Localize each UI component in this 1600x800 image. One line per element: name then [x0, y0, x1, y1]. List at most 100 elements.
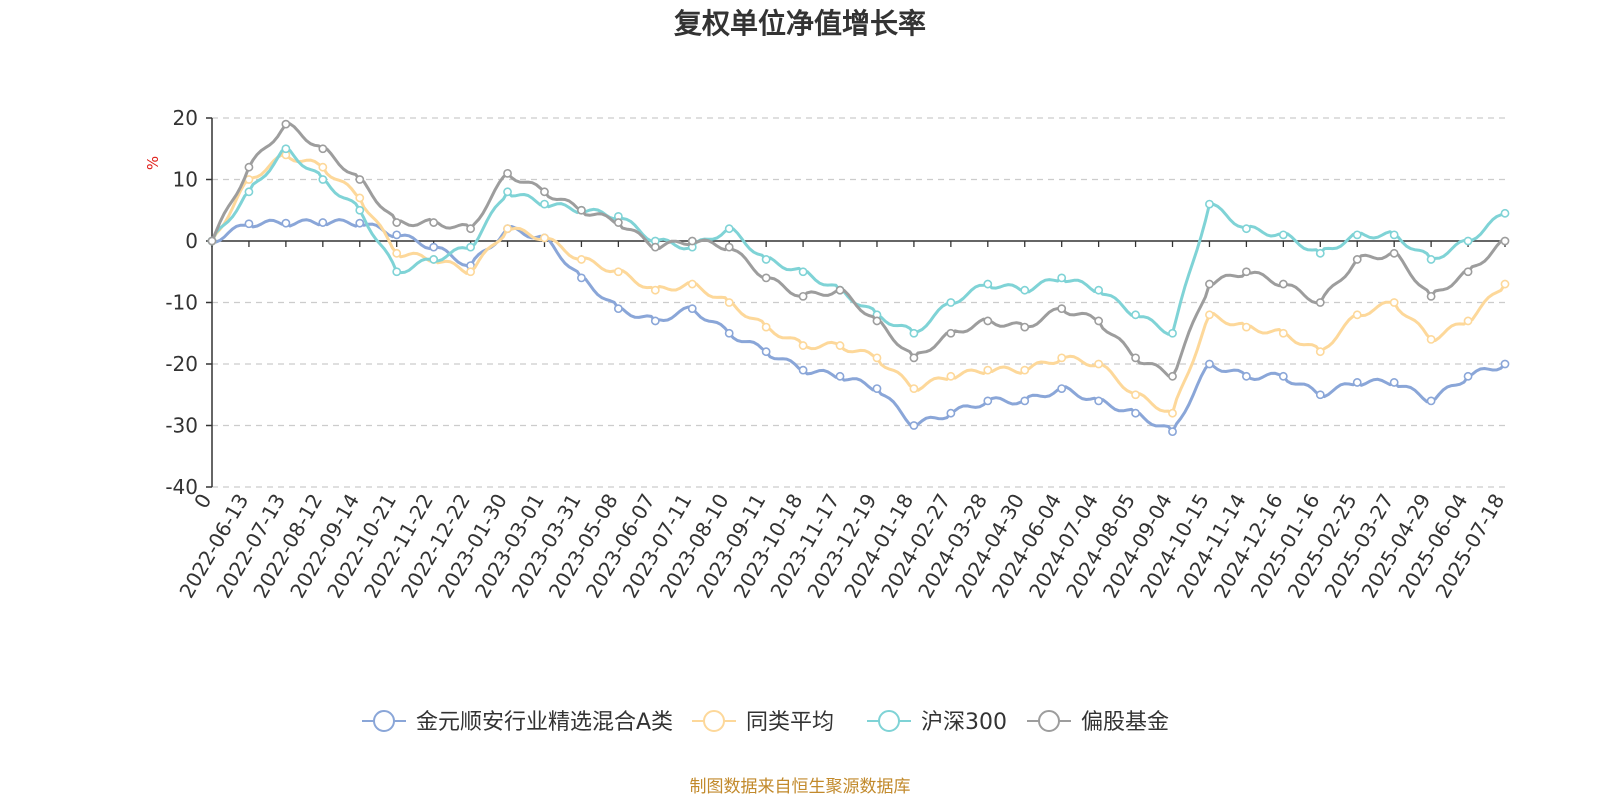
- series-1-point-5: [392, 248, 402, 258]
- series-3-point-6: [429, 218, 439, 227]
- series-1-point-20: [946, 371, 956, 381]
- series-0-point-27: [1205, 359, 1214, 369]
- series-2-point-20: [946, 298, 956, 307]
- series-0-point-10: [577, 273, 586, 283]
- series-3-point-24: [1094, 316, 1104, 326]
- series-3-point-30: [1315, 298, 1325, 307]
- series-1-point-10: [577, 255, 586, 264]
- series-0-point-29: [1278, 371, 1288, 381]
- series-2-point-4: [355, 205, 365, 215]
- series-1-point-32: [1389, 298, 1399, 307]
- y-tick-label-3: -10: [165, 291, 198, 315]
- series-3-point-5: [392, 218, 402, 227]
- series-3-point-3: [318, 144, 328, 154]
- series-1-point-34: [1463, 316, 1473, 326]
- series-0-point-14: [724, 328, 734, 338]
- legend-item-3[interactable]: 偏股基金: [1027, 710, 1169, 735]
- series-2-point-7: [466, 242, 475, 252]
- series-group: [207, 119, 1510, 437]
- series-2-point-1: [244, 187, 254, 197]
- series-3-point-21: [983, 316, 993, 326]
- series-1-point-27: [1205, 310, 1214, 320]
- series-2-point-22: [1020, 285, 1030, 295]
- series-1-point-16: [798, 341, 808, 350]
- series-1-point-21: [983, 365, 993, 375]
- series-1-point-23: [1057, 353, 1067, 363]
- series-0-point-22: [1020, 396, 1030, 406]
- series-3-point-28: [1242, 267, 1251, 277]
- series-0-point-16: [798, 365, 808, 375]
- legend-label-3: 偏股基金: [1081, 710, 1169, 735]
- series-1-point-14: [724, 298, 734, 307]
- series-0-point-21: [983, 396, 993, 406]
- series-2-point-32: [1389, 230, 1399, 240]
- series-3-point-33: [1426, 291, 1436, 301]
- series-0-point-13: [687, 304, 697, 314]
- chart-title: 复权单位净值增长率: [674, 7, 926, 40]
- series-2-point-25: [1131, 310, 1140, 320]
- legend-label-2: 沪深300: [921, 710, 1007, 735]
- series-2-point-8: [503, 187, 512, 197]
- series-3-point-35: [1500, 236, 1510, 246]
- x-tick-label-0: 0: [189, 490, 216, 513]
- series-0-point-4: [355, 218, 365, 228]
- series-2-point-29: [1278, 230, 1288, 240]
- series-0-point-31: [1352, 378, 1362, 387]
- series-2-point-6: [429, 255, 439, 264]
- data-source-note: 制图数据来自恒生聚源数据库: [690, 777, 911, 797]
- series-3-point-9: [540, 187, 549, 197]
- series-1-point-17: [835, 341, 845, 350]
- series-0-point-23: [1057, 384, 1067, 393]
- series-2-point-21: [983, 279, 993, 289]
- series-3-point-13: [687, 236, 697, 246]
- series-1-point-28: [1242, 322, 1251, 332]
- series-0-point-6: [429, 242, 439, 252]
- series-0-point-11: [613, 304, 623, 314]
- series-3-point-4: [355, 175, 365, 184]
- series-0-point-33: [1426, 396, 1436, 406]
- legend-item-2[interactable]: 沪深300: [867, 710, 1007, 735]
- legend: 金元顺安行业精选混合A类 同类平均 沪深300 偏股基金: [362, 710, 1169, 735]
- series-3-point-16: [798, 291, 808, 301]
- series-1-point-4: [355, 193, 365, 203]
- series-0-point-18: [872, 384, 882, 393]
- legend-marker-0: [373, 710, 395, 732]
- series-1-point-30: [1315, 347, 1325, 357]
- legend-marker-2: [878, 710, 900, 732]
- series-3-point-19: [909, 353, 919, 363]
- series-1-point-26: [1168, 408, 1177, 418]
- series-line-3: [210, 122, 1506, 378]
- series-0-point-5: [392, 230, 402, 240]
- legend-marker-1: [703, 710, 725, 732]
- series-3-point-7: [466, 224, 475, 234]
- series-3-point-26: [1168, 371, 1177, 381]
- x-axis: 02022-06-132022-07-132022-08-122022-09-1…: [174, 118, 1509, 602]
- series-3-point-29: [1278, 279, 1288, 289]
- series-1-point-19: [909, 384, 919, 393]
- series-0-point-32: [1389, 378, 1399, 387]
- series-1-point-24: [1094, 359, 1104, 369]
- legend-label-0: 金元顺安行业精选混合A类: [416, 710, 673, 735]
- series-line-0: [211, 218, 1507, 434]
- series-1-point-15: [761, 322, 771, 332]
- series-line-2: [210, 147, 1506, 336]
- series-2-point-28: [1242, 224, 1251, 234]
- series-1-point-31: [1352, 310, 1362, 320]
- y-axis-unit: %: [144, 156, 162, 170]
- series-0-point-1: [244, 219, 254, 229]
- series-1-point-18: [872, 353, 882, 363]
- series-0-point-20: [946, 408, 956, 418]
- series-3-point-0: [207, 236, 217, 246]
- series-3-point-11: [613, 218, 623, 227]
- legend-item-1[interactable]: 同类平均: [692, 710, 834, 735]
- series-3-point-23: [1057, 304, 1067, 314]
- series-3-point-20: [946, 328, 956, 338]
- series-2-point-3: [318, 175, 328, 184]
- series-0-point-17: [835, 371, 845, 381]
- series-0-point-35: [1500, 359, 1510, 369]
- legend-item-0[interactable]: 金元顺安行业精选混合A类: [362, 710, 673, 735]
- series-0-point-25: [1131, 408, 1140, 418]
- series-2-point-19: [909, 328, 919, 338]
- legend-label-1: 同类平均: [746, 710, 834, 735]
